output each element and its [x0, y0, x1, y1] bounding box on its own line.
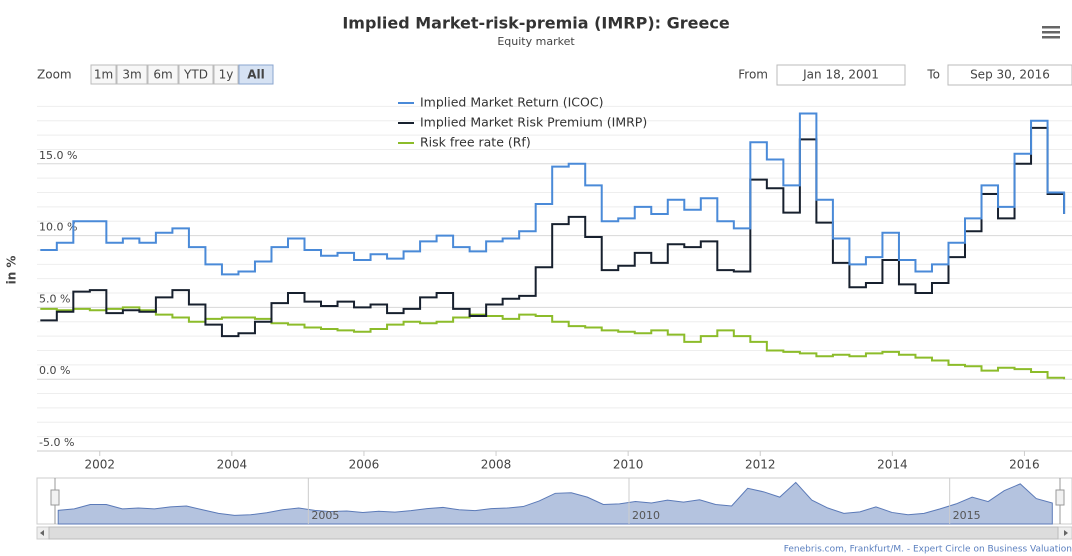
x-tick-label: 2008: [481, 458, 512, 472]
zoom-button[interactable]: [147, 64, 179, 85]
navigator-handle[interactable]: [1055, 489, 1065, 506]
y-tick-label: -5.0 %: [39, 436, 74, 449]
navigator-handle[interactable]: [50, 489, 60, 506]
y-tick-label: 5.0 %: [39, 292, 70, 305]
y-tick-label: 0.0 %: [39, 364, 70, 377]
zoom-button[interactable]: [213, 64, 239, 85]
zoom-button-label[interactable]: 1m: [94, 68, 113, 82]
series-line: [40, 306, 1066, 380]
navigator-tick-label: 2005: [311, 509, 339, 522]
zoom-button[interactable]: [178, 64, 214, 85]
x-tick-label: 2014: [877, 458, 908, 472]
to-input[interactable]: [947, 64, 1072, 86]
zoom-button-label[interactable]: 6m: [153, 68, 172, 82]
navigator-area: [57, 481, 1053, 525]
zoom-label: Zoom: [37, 68, 72, 82]
x-tick-label: 2012: [745, 458, 776, 472]
x-tick-label: 2006: [349, 458, 380, 472]
y-tick-label: 15.0 %: [39, 149, 77, 162]
from-input[interactable]: [776, 64, 906, 86]
scrollbar-left-arrow[interactable]: [40, 530, 44, 536]
zoom-button-label[interactable]: All: [247, 68, 265, 82]
scrollbar-right-arrow[interactable]: [1064, 530, 1068, 536]
navigator-tick-label: 2010: [632, 509, 660, 522]
legend-label[interactable]: Risk free rate (Rf): [420, 135, 531, 150]
menu-icon[interactable]: [1042, 26, 1060, 39]
zoom-button[interactable]: [90, 64, 117, 85]
y-axis-label: in %: [5, 256, 19, 285]
series-line: [40, 112, 1066, 276]
legend-label[interactable]: Implied Market Return (ICOC): [420, 95, 603, 110]
navigator-tick-label: 2015: [953, 509, 981, 522]
zoom-button-label[interactable]: 1y: [219, 68, 234, 82]
scrollbar-thumb[interactable]: [48, 526, 1059, 540]
series-line: [40, 126, 1066, 338]
x-tick-label: 2002: [84, 458, 115, 472]
zoom-button-label[interactable]: 3m: [122, 68, 141, 82]
chart-subtitle: Equity market: [497, 35, 575, 48]
zoom-button[interactable]: [116, 64, 148, 85]
chart-title: Implied Market-risk-premia (IMRP): Greec…: [342, 14, 730, 33]
zoom-button[interactable]: [238, 64, 274, 85]
legend-label[interactable]: Implied Market Risk Premium (IMRP): [420, 115, 647, 130]
from-value[interactable]: Jan 18, 2001: [802, 68, 879, 82]
to-label: To: [926, 68, 940, 82]
zoom-button-label[interactable]: YTD: [183, 68, 208, 82]
x-tick-label: 2016: [1009, 458, 1040, 472]
credits[interactable]: Fenebris.com, Frankfurt/M. - Expert Circ…: [784, 545, 1072, 555]
x-tick-label: 2004: [217, 458, 248, 472]
from-label: From: [738, 68, 768, 82]
to-value[interactable]: Sep 30, 2016: [970, 68, 1050, 82]
y-tick-label: 10.0 %: [39, 221, 77, 234]
x-tick-label: 2010: [613, 458, 644, 472]
